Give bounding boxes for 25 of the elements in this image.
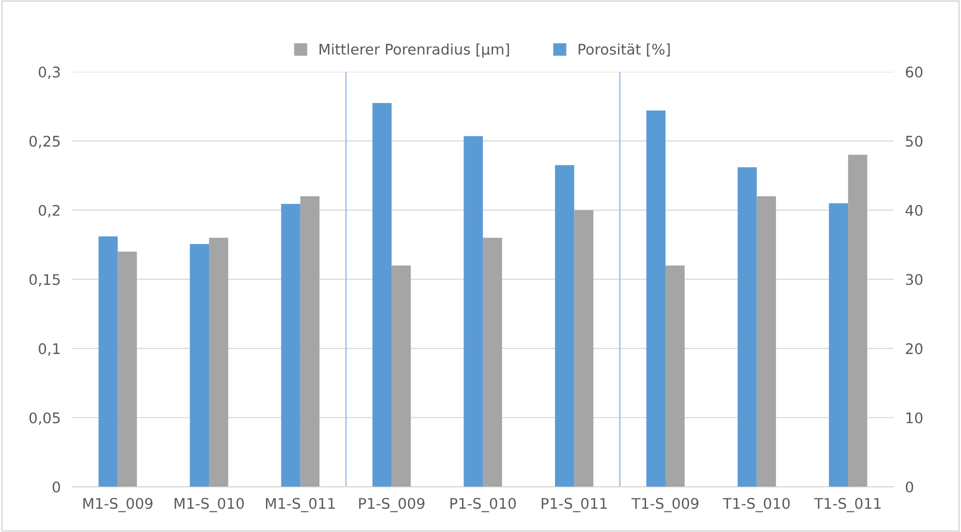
x-tick-label: T1-S_011 bbox=[814, 498, 881, 512]
y2-tick-label: 30 bbox=[906, 274, 922, 286]
y-tick-label: 0,3 bbox=[38, 66, 60, 80]
x-tick-label: T1-S_009 bbox=[632, 498, 698, 512]
y2-tick-label: 50 bbox=[906, 136, 922, 147]
y-tick-label: 0,25 bbox=[29, 136, 60, 148]
y2-tick-label: 10 bbox=[906, 412, 922, 424]
x-tick-label: P1-S_009 bbox=[359, 498, 424, 512]
x-tick-label: T1-S_010 bbox=[722, 498, 790, 512]
x-tick-label: M1-S_009 bbox=[83, 498, 152, 512]
y-tick-label: 0 bbox=[52, 481, 60, 493]
y-tick-label: 0,2 bbox=[38, 204, 60, 218]
y2-tick-label: 20 bbox=[906, 343, 922, 354]
y2-tick-label: 60 bbox=[906, 66, 922, 78]
x-tick-label: P1-S_011 bbox=[542, 498, 607, 512]
y-tick-label: 0,1 bbox=[38, 343, 60, 356]
y2-tick-label: 0 bbox=[906, 481, 914, 493]
legend-label: Porosität [%] bbox=[578, 43, 670, 56]
x-tick-label: M1-S_011 bbox=[266, 498, 335, 512]
legend-label: Mittlerer Porenradius [µm] bbox=[320, 43, 509, 58]
y-tick-label: 0,15 bbox=[29, 274, 60, 287]
y-tick-label: 0,05 bbox=[29, 412, 60, 425]
x-tick-label: P1-S_010 bbox=[450, 498, 516, 512]
y2-tick-label: 40 bbox=[906, 204, 922, 216]
x-tick-label: M1-S_010 bbox=[174, 498, 244, 512]
